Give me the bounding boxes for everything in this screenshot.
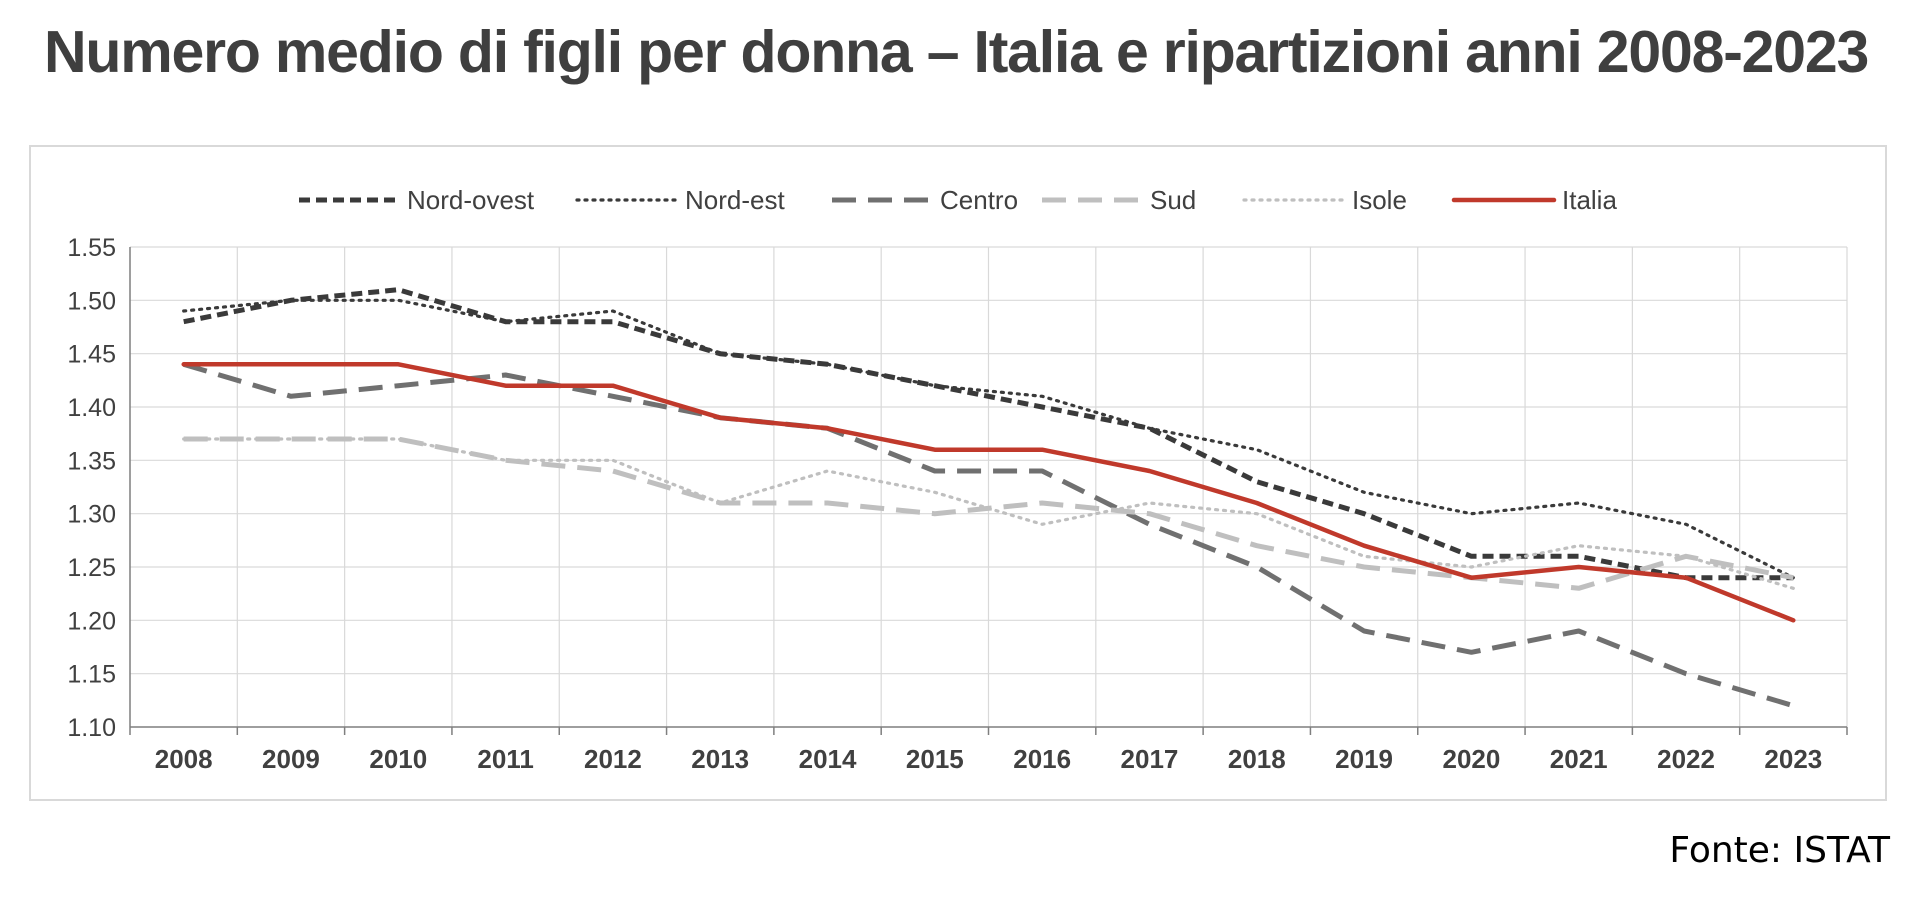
- y-tick-label: 1.10: [67, 714, 116, 742]
- x-tick-label: 2016: [1013, 744, 1071, 774]
- x-tick-label: 2011: [477, 744, 533, 774]
- source-note: Fonte: ISTAT: [1669, 830, 1890, 871]
- x-tick-label: 2023: [1764, 744, 1822, 774]
- series-line-nord-est: [182, 298, 1795, 580]
- y-tick-label: 1.35: [67, 447, 116, 475]
- legend-label-sud: Sud: [1150, 185, 1196, 215]
- series-line-italia: [181, 362, 1796, 623]
- series-line-centro: [182, 361, 1795, 709]
- legend-label-nord-ovest: Nord-ovest: [407, 185, 535, 215]
- legend-label-italia: Italia: [1562, 185, 1617, 215]
- legend-label-centro: Centro: [940, 185, 1018, 215]
- y-tick-label: 1.40: [67, 394, 116, 422]
- chart-title: Numero medio di figli per donna – Italia…: [44, 19, 1869, 85]
- y-tick-label: 1.50: [67, 287, 116, 315]
- legend-label-nord-est: Nord-est: [685, 185, 785, 215]
- x-tick-label: 2015: [906, 744, 964, 774]
- x-tick-label: 2021: [1550, 744, 1608, 774]
- legend-label-isole: Isole: [1352, 185, 1407, 215]
- y-tick-label: 1.15: [67, 661, 116, 689]
- x-tick-label: 2017: [1121, 744, 1179, 774]
- y-tick-label: 1.30: [67, 501, 116, 529]
- x-tick-label: 2019: [1335, 744, 1393, 774]
- y-axis-ticks: 1.10 1.15 1.20 1.25 1.30 1.35 1.40 1.45 1.50 1.55: [67, 234, 116, 742]
- series-lines: [181, 287, 1796, 709]
- y-tick-label: 1.45: [67, 341, 116, 369]
- axes: [129, 247, 1848, 735]
- x-tick-label: 2022: [1657, 744, 1715, 774]
- legend: Nord-ovest Nord-est Centro Sud Isole Italia: [299, 185, 1617, 215]
- y-tick-label: 1.20: [67, 607, 116, 635]
- y-tick-label: 1.25: [67, 554, 116, 582]
- x-tick-label: 2013: [691, 744, 749, 774]
- line-chart: 1.10 1.15 1.20 1.25 1.30 1.35 1.40 1.45 1.50 1.55…: [67, 185, 1848, 774]
- x-tick-label: 2014: [799, 744, 857, 774]
- x-tick-label: 2012: [584, 744, 642, 774]
- x-tick-label: 2020: [1442, 744, 1500, 774]
- x-tick-label: 2008: [155, 744, 213, 774]
- grid: [130, 246, 1848, 727]
- x-tick-label: 2009: [262, 744, 320, 774]
- x-tick-label: 2018: [1228, 744, 1286, 774]
- x-tick-label: 2010: [369, 744, 427, 774]
- series-line-isole: [182, 437, 1795, 590]
- y-tick-label: 1.55: [67, 234, 116, 262]
- x-axis-ticks: 2008 2009 2010 2011 2012 2013 2014 2015 2016 2017…: [155, 744, 1823, 774]
- chart-frame: 1.10 1.15 1.20 1.25 1.30 1.35 1.40 1.45 1.50 1.55…: [29, 145, 1887, 801]
